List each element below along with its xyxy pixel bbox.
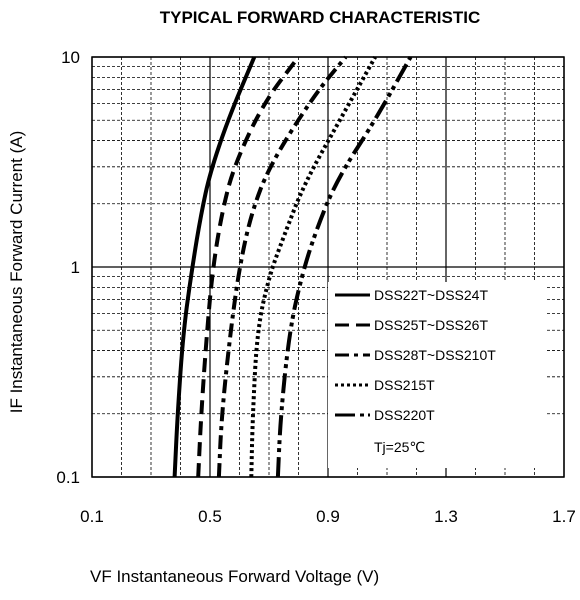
y-tick-label: 0.1 <box>56 468 80 487</box>
x-axis-label: VF Instantaneous Forward Voltage (V) <box>90 567 379 586</box>
x-tick-label: 0.9 <box>316 507 340 526</box>
legend: DSS22T~DSS24T DSS25T~DSS26T DSS28T~DSS21… <box>328 282 547 468</box>
series-curve <box>196 55 301 478</box>
series-curve <box>275 56 413 478</box>
plot-area-border <box>91 56 565 478</box>
legend-item-label: DSS215T <box>374 377 435 393</box>
chart-title: TYPICAL FORWARD CHARACTERISTIC <box>160 8 481 27</box>
x-tick-label: 0.5 <box>198 507 222 526</box>
y-tick-label: 1 <box>71 258 80 277</box>
y-tick-label: 10 <box>61 48 80 67</box>
y-axis-label: IF Instantaneous Forward Current (A) <box>7 131 26 414</box>
series-curve <box>249 56 377 478</box>
y-tick-labels: 0.1 1 10 <box>56 48 80 487</box>
x-tick-label: 1.7 <box>552 507 576 526</box>
legend-item-label: DSS22T~DSS24T <box>374 287 488 303</box>
temperature-annotation: Tj=25℃ <box>374 439 425 455</box>
legend-item-label: DSS220T <box>374 407 435 423</box>
series-curve <box>216 55 348 478</box>
legend-item-label: DSS25T~DSS26T <box>374 317 488 333</box>
legend-item-label: DSS28T~DSS210T <box>374 347 496 363</box>
curves <box>172 55 413 478</box>
series-curve <box>172 56 257 478</box>
x-tick-labels: 0.1 0.5 0.9 1.3 1.7 <box>80 507 576 526</box>
x-tick-label: 0.1 <box>80 507 104 526</box>
x-tick-label: 1.3 <box>434 507 458 526</box>
legend-box <box>328 282 547 468</box>
